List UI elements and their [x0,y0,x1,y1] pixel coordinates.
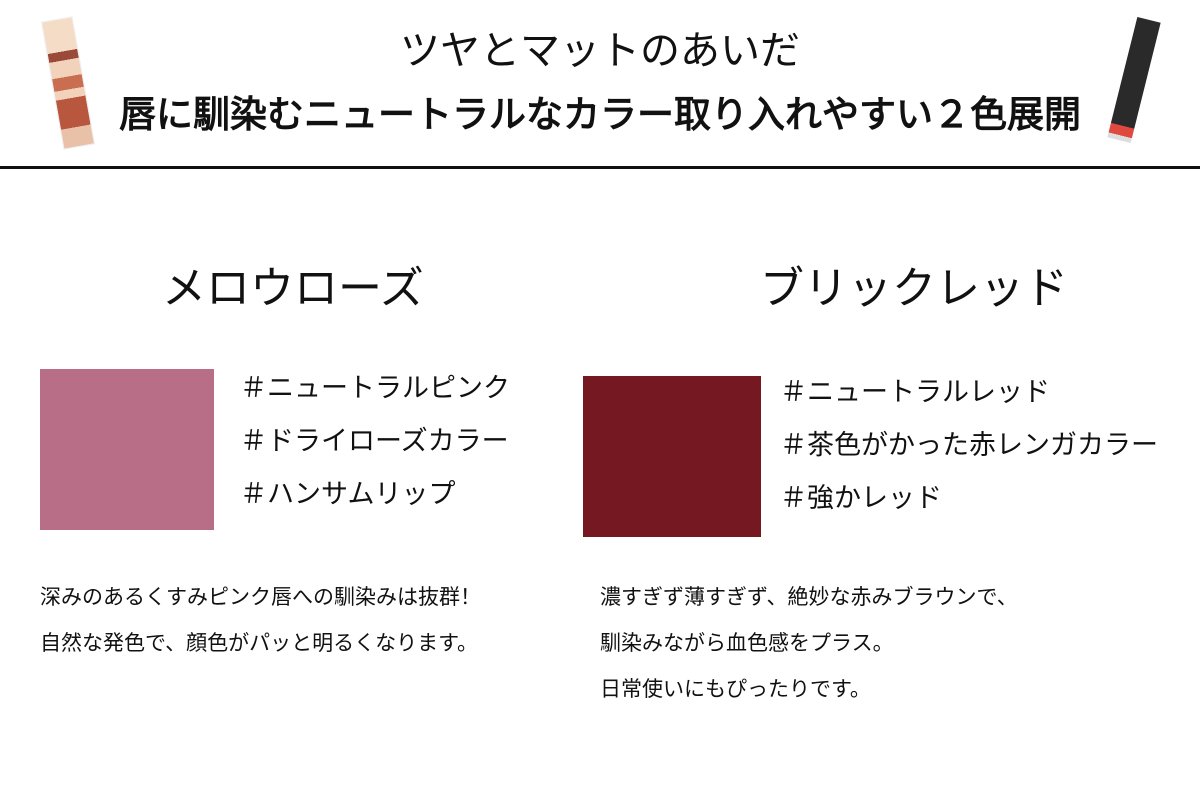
tag: ＃茶色がかった赤レンガカラー [780,430,1158,461]
tag: ＃ニュートラルピンク [240,373,510,404]
description-line: 自然な発色で、顔色がパッと明るくなります。 [40,631,479,655]
tag: ＃強かレッド [780,483,942,514]
tags-left: ＃ニュートラルピンク ＃ドライローズカラー ＃ハンサムリップ [240,362,510,521]
description-line: 日常使いにもぴったりです。 [600,677,871,701]
description-right: 濃すぎず薄すぎず、絶妙な赤みブラウンで、 馴染みながら血色感をプラス。 日常使い… [600,574,1018,712]
color-name-left: メロウローズ [162,263,424,314]
header-title: ツヤとマットのあいだ [400,28,800,74]
description-line: 濃すぎず薄すぎず、絶妙な赤みブラウンで、 [600,585,1018,609]
description-left: 深みのあるくすみピンク唇への馴染みは抜群！ 自然な発色で、顔色がパッと明るくなり… [40,574,481,666]
tag: ＃ハンサムリップ [240,479,456,510]
divider [0,166,1200,169]
description-line: 深みのあるくすみピンク唇への馴染みは抜群！ [40,585,481,609]
tag: ＃ニュートラルレッド [780,377,1050,408]
tag: ＃ドライローズカラー [240,426,509,457]
description-line: 馴染みながら血色感をプラス。 [600,631,894,655]
color-swatch-left [40,369,214,530]
tags-right: ＃ニュートラルレッド ＃茶色がかった赤レンガカラー ＃強かレッド [780,366,1158,525]
color-name-right: ブリックレッド [760,263,1068,314]
header-subtitle: 唇に馴染むニュートラルなカラー取り入れやすい２色展開 [119,93,1081,136]
color-swatch-right [583,376,761,537]
